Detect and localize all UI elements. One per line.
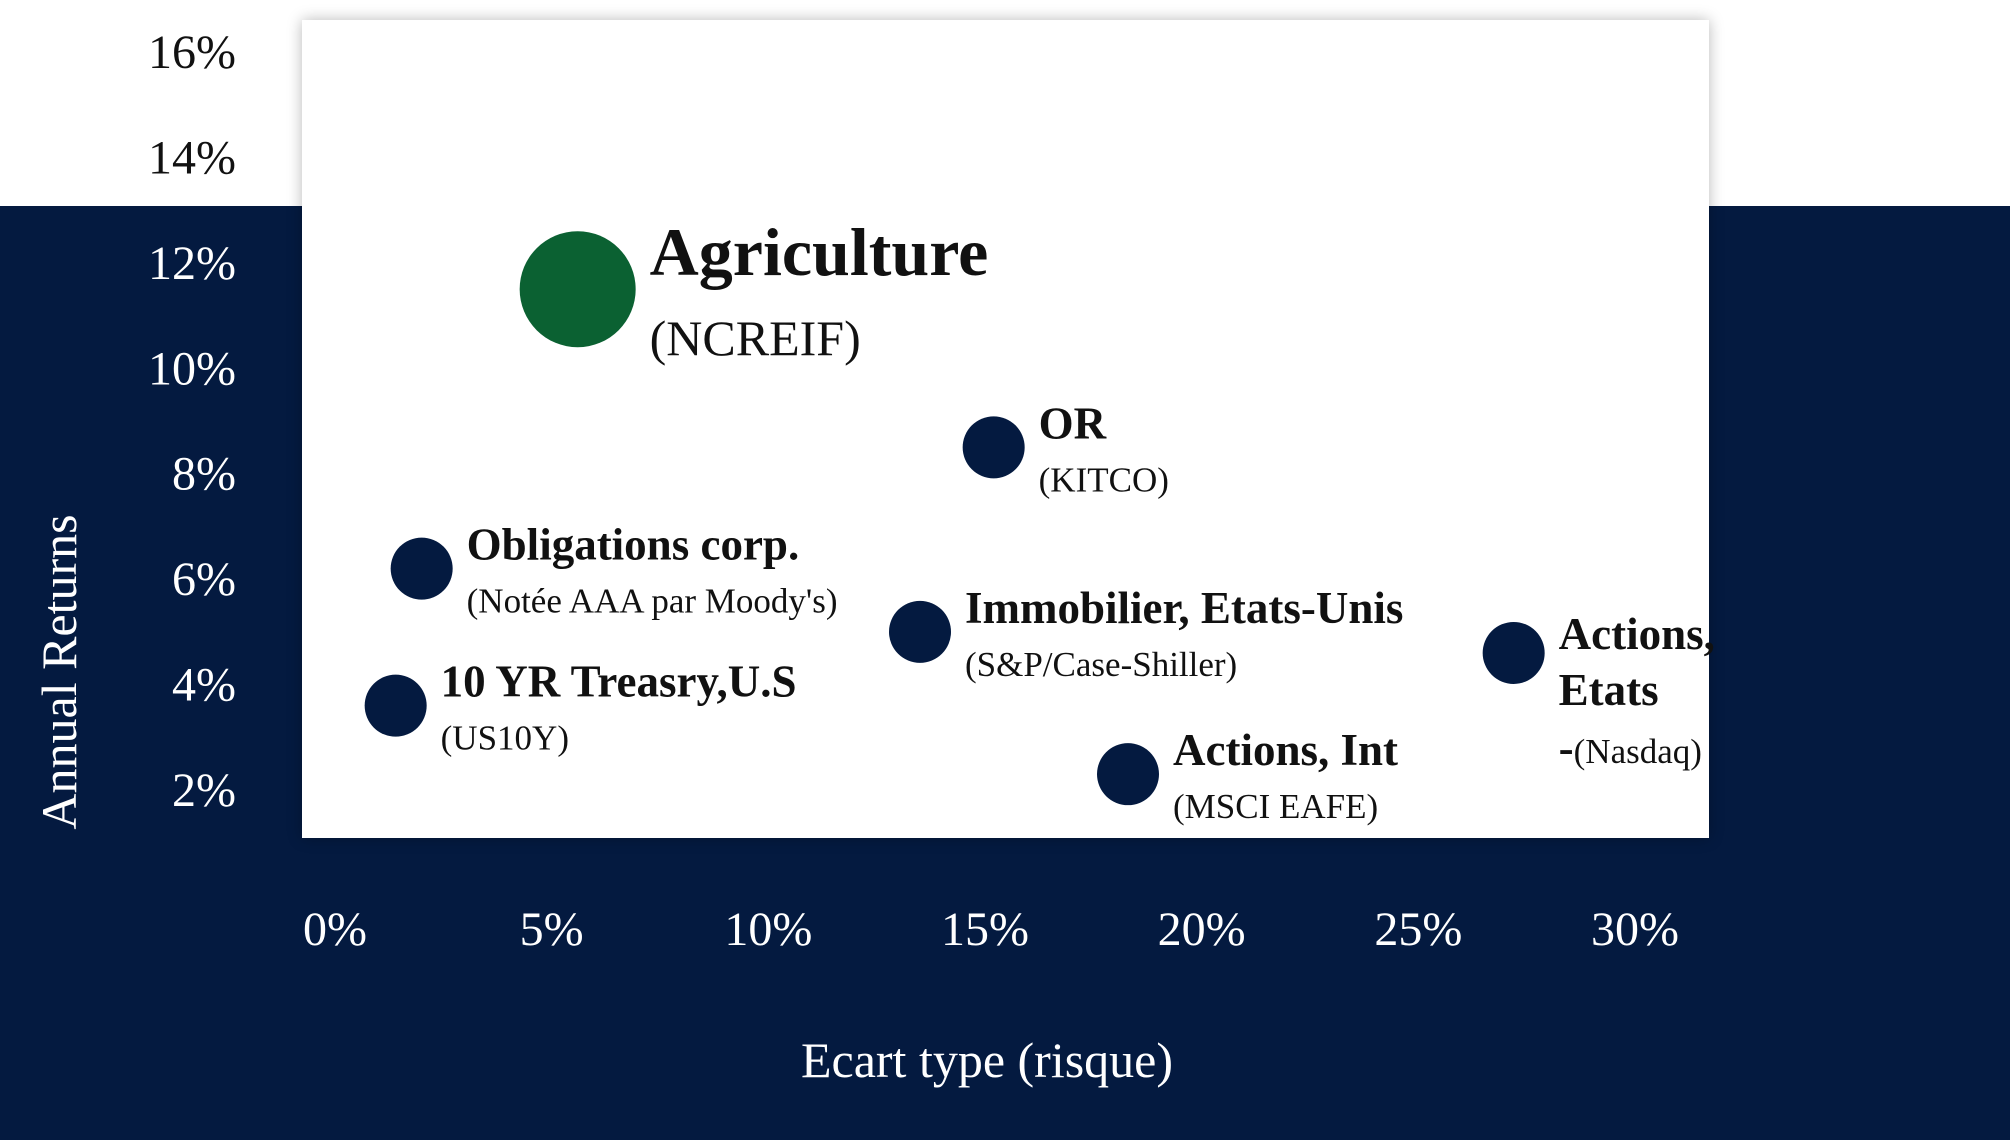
y-axis-title: Annual Returns xyxy=(31,514,87,829)
point-sublabel: (KITCO) xyxy=(1039,460,1169,499)
point-sublabel: (US10Y) xyxy=(441,719,569,758)
point-label: OR xyxy=(1039,398,1107,448)
point-label: Immobilier, Etats-Unis xyxy=(965,583,1403,633)
data-point xyxy=(962,416,1025,479)
data-point xyxy=(1482,621,1545,684)
data-points xyxy=(364,231,1545,806)
y-tick-label: 12% xyxy=(148,237,236,290)
data-point xyxy=(519,231,636,348)
data-point xyxy=(889,600,951,663)
x-axis-title: Ecart type (risque) xyxy=(801,1032,1173,1088)
y-axis-ticks: 16% 14% 12% 10% 8% 6% 4% 2% xyxy=(148,26,236,817)
data-point xyxy=(364,674,427,737)
x-tick-label: 5% xyxy=(520,903,584,956)
x-tick-label: 0% xyxy=(303,903,367,956)
point-label: Obligations corp. xyxy=(467,520,800,570)
point-label: Agriculture xyxy=(650,214,989,290)
point-label: 10 YR Treasry,U.S xyxy=(441,657,797,707)
y-tick-label: 10% xyxy=(148,342,236,395)
x-axis-ticks: 0% 5% 10% 15% 20% 25% 30% xyxy=(303,903,1679,956)
y-tick-label: 6% xyxy=(172,553,236,606)
point-sublabel: (Notée AAA par Moody's) xyxy=(467,582,838,621)
y-tick-label: 8% xyxy=(172,448,236,501)
point-sublabel: (S&P/Case-Shiller) xyxy=(965,645,1237,684)
point-sublabel: (NCREIF) xyxy=(650,310,861,366)
x-tick-label: 20% xyxy=(1158,903,1246,956)
point-label: Actions, Etats -(Nasdaq) xyxy=(1559,609,1715,773)
point-label: Actions, Int xyxy=(1173,725,1398,775)
y-tick-label: 2% xyxy=(172,764,236,817)
y-tick-label: 4% xyxy=(172,659,236,712)
x-tick-label: 10% xyxy=(724,903,812,956)
data-point xyxy=(1097,743,1159,806)
x-tick-label: 15% xyxy=(941,903,1029,956)
x-tick-label: 25% xyxy=(1374,903,1462,956)
y-tick-label: 16% xyxy=(148,26,236,79)
y-tick-label: 14% xyxy=(148,131,236,184)
x-tick-label: 30% xyxy=(1591,903,1679,956)
data-point xyxy=(390,537,453,600)
data-labels: Agriculture (NCREIF) OR (KITCO) Obligations … xyxy=(441,214,1715,826)
point-sublabel: (MSCI EAFE) xyxy=(1173,787,1378,826)
